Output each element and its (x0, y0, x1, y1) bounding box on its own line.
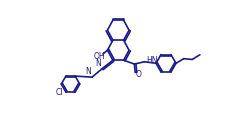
Text: OH: OH (94, 52, 106, 61)
Text: N: N (86, 67, 91, 76)
Text: N: N (96, 59, 101, 68)
Text: O: O (136, 70, 142, 79)
Text: Cl: Cl (56, 88, 64, 97)
Text: HN: HN (147, 56, 158, 65)
